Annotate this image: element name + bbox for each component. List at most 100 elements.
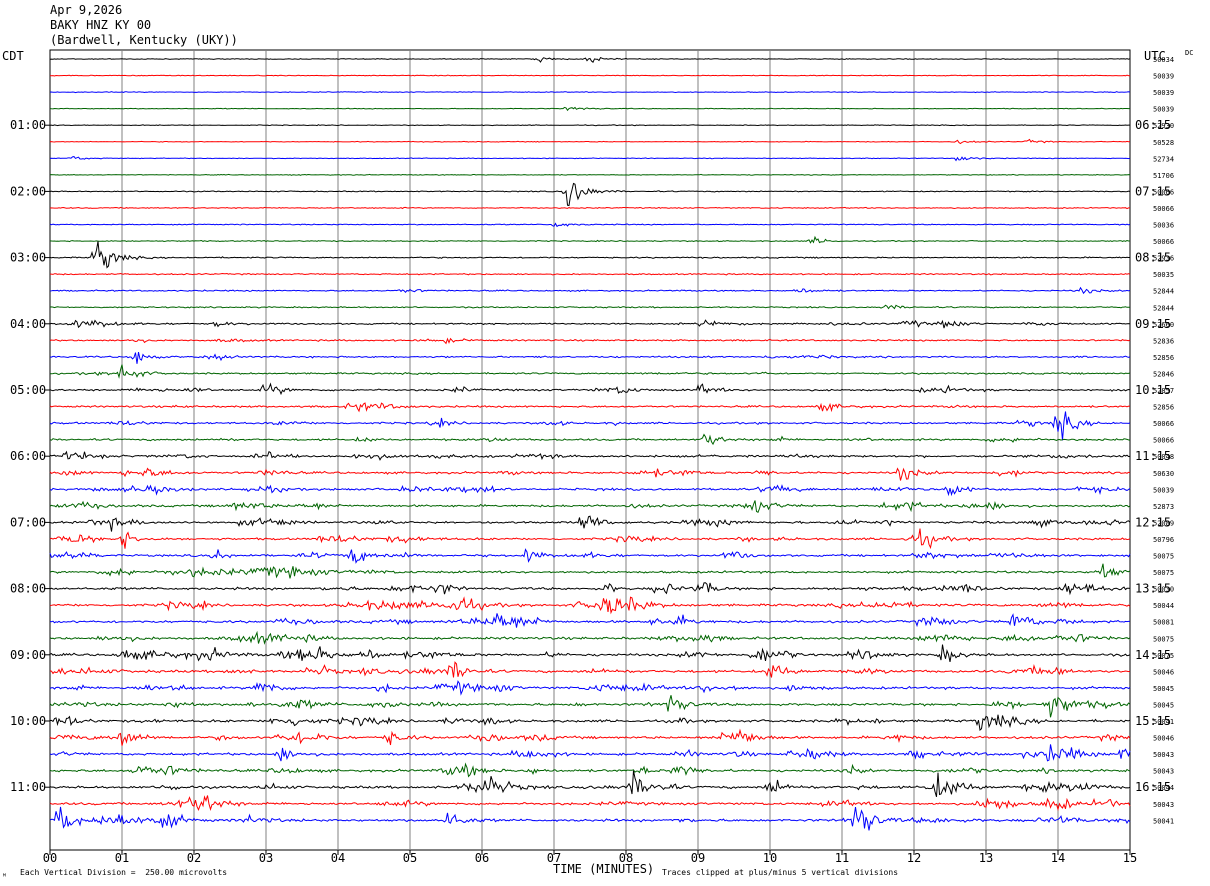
x-tick-label: 11 [835,851,849,865]
left-time-label: 01:00 [10,118,46,132]
right-time-label: 06:15 [1135,118,1171,132]
x-axis-title: TIME (MINUTES) [553,862,655,876]
trace-line [49,795,1131,812]
trace-line [49,382,1131,396]
right-time-label: 07:15 [1135,184,1171,198]
trace-line [49,337,1131,345]
trace-line [49,411,1131,441]
dc-offset-label: 50075 [1153,635,1174,643]
left-time-label: 03:00 [10,251,46,265]
left-time-label: 11:00 [10,780,46,794]
dc-offset-label: 50039 [1153,73,1174,81]
left-time-label: 07:00 [10,515,46,529]
trace-line [49,613,1130,628]
trace-line [49,695,1131,718]
left-time-label: 02:00 [10,184,46,198]
right-time-label: 14:15 [1135,648,1171,662]
x-tick-label: 15 [1123,851,1137,865]
dc-offset-label: 50041 [1153,817,1174,825]
left-timezone-label: CDT [2,49,24,63]
trace-line [49,91,1131,94]
dc-offset-label: 52660 [1153,321,1174,329]
trace-line [49,235,1130,244]
dc-offset-label: 50041 [1153,718,1174,726]
header-location: (Bardwell, Kentucky (UKY)) [50,33,238,47]
dc-offset-label: 50796 [1153,536,1174,544]
left-time-label: 05:00 [10,383,46,397]
x-tick-label: 14 [1051,851,1065,865]
trace-line [49,630,1131,645]
trace-line [49,661,1131,678]
trace-line [49,173,1131,176]
dc-offset-label: 52873 [1153,503,1174,511]
dc-offset-label: 52844 [1153,304,1174,312]
trace-line [49,182,1131,207]
dc-offset-label: 50039 [1153,486,1174,494]
right-time-label: 13:15 [1135,582,1171,596]
x-tick-label: 07 [547,851,561,865]
dc-offset-label: 50075 [1153,652,1174,660]
x-tick-label: 10 [763,851,777,865]
trace-line [49,433,1131,446]
trace-line [49,484,1131,497]
x-tick-label: 09 [691,851,705,865]
right-time-label: 09:15 [1135,317,1171,331]
dc-offset-label: 50066 [1153,437,1174,445]
trace-line [49,515,1131,532]
dc-offset-label: 52936 [1153,255,1174,263]
dc-offset-label: 50045 [1153,685,1174,693]
dc-offset-label: 50043 [1153,801,1174,809]
trace-line [50,364,1131,379]
x-tick-label: 01 [115,851,129,865]
x-tick-label: 12 [907,851,921,865]
dc-offset-label: 52856 [1153,404,1174,412]
x-tick-label: 04 [331,851,345,865]
trace-line [49,286,1131,295]
left-time-label: 09:00 [10,648,46,662]
right-time-label: 10:15 [1135,383,1171,397]
dc-offset-label: 50048 [1153,453,1174,461]
dc-offset-label: 52857 [1153,387,1174,395]
dc-offset-label: 50034 [1153,56,1174,64]
dc-offset-label: 50039 [1153,106,1174,114]
dc-offset-label: 51706 [1153,172,1174,180]
x-tick-label: 03 [259,851,273,865]
trace-line [49,582,1131,596]
dc-offset-label: 50043 [1153,768,1174,776]
right-time-label: 12:15 [1135,515,1171,529]
left-time-label: 08:00 [10,582,46,596]
trace-line [49,124,1130,127]
header-date: Apr 9,2026 [50,3,123,17]
plot-frame [49,49,1131,851]
dc-offset-label: 50046 [1153,735,1174,743]
dc-offset-label: 50075 [1153,553,1174,561]
dc-offset-label: 50043 [1153,751,1174,759]
dc-offset-label: 50066 [1153,238,1174,246]
dc-offset-label: 52089 [1153,519,1174,527]
dc-offset-label: 52734 [1153,155,1174,163]
header-station: BAKY HNZ KY 00 [50,18,152,32]
trace-line [49,500,1131,514]
trace-line [49,56,1131,63]
x-tick-label: 08 [619,851,633,865]
trace-line [49,728,1131,746]
dc-offset-label: 50066 [1153,420,1174,428]
dc-offset-label: 52844 [1153,288,1174,296]
trace-line [49,714,1131,731]
dc-offset-label: 50630 [1153,470,1174,478]
x-tick-label: 02 [187,851,201,865]
trace-line [49,206,1130,210]
trace-line [49,402,1131,413]
trace-line [49,806,1131,831]
trace-line [49,596,1131,615]
corner-mark: ᴹ [2,872,7,881]
dc-offset-label: 50045 [1153,701,1174,709]
dc-offset-label: 50066 [1153,188,1174,196]
x-tick-label: 06 [475,851,489,865]
dc-offset-label: 52836 [1153,337,1174,345]
trace-line [49,762,1131,778]
right-time-label: 16:15 [1135,780,1171,794]
trace-line [49,563,1131,579]
trace-line [49,744,1131,762]
